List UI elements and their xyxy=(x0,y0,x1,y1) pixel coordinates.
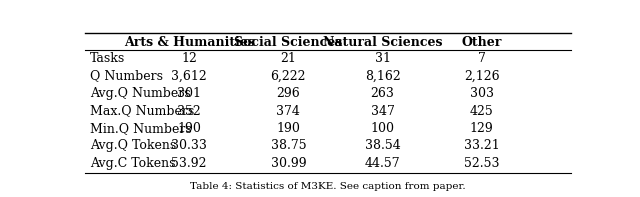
Text: 301: 301 xyxy=(177,87,201,100)
Text: 425: 425 xyxy=(470,105,493,118)
Text: 21: 21 xyxy=(280,52,296,65)
Text: Min.Q Numbers: Min.Q Numbers xyxy=(90,122,191,135)
Text: Avg.Q Tokens: Avg.Q Tokens xyxy=(90,139,176,152)
Text: 44.57: 44.57 xyxy=(365,157,401,170)
Text: 53.92: 53.92 xyxy=(172,157,207,170)
Text: 352: 352 xyxy=(177,105,201,118)
Text: 303: 303 xyxy=(470,87,494,100)
Text: 296: 296 xyxy=(276,87,300,100)
Text: Other: Other xyxy=(461,36,502,49)
Text: Natural Sciences: Natural Sciences xyxy=(323,36,442,49)
Text: 31: 31 xyxy=(374,52,390,65)
Text: 190: 190 xyxy=(177,122,201,135)
Text: 33.21: 33.21 xyxy=(464,139,500,152)
Text: 2,126: 2,126 xyxy=(464,70,500,83)
Text: 38.54: 38.54 xyxy=(365,139,401,152)
Text: 190: 190 xyxy=(276,122,300,135)
Text: 3,612: 3,612 xyxy=(172,70,207,83)
Text: Social Sciences: Social Sciences xyxy=(234,36,342,49)
Text: 374: 374 xyxy=(276,105,300,118)
Text: Q Numbers: Q Numbers xyxy=(90,70,163,83)
Text: Arts & Humanities: Arts & Humanities xyxy=(124,36,255,49)
Text: 100: 100 xyxy=(371,122,394,135)
Text: Tasks: Tasks xyxy=(90,52,125,65)
Text: 30.99: 30.99 xyxy=(271,157,306,170)
Text: 7: 7 xyxy=(478,52,486,65)
Text: Avg.Q Numbers: Avg.Q Numbers xyxy=(90,87,191,100)
Text: 12: 12 xyxy=(181,52,197,65)
Text: 347: 347 xyxy=(371,105,394,118)
Text: 38.75: 38.75 xyxy=(271,139,306,152)
Text: Max.Q Numbers: Max.Q Numbers xyxy=(90,105,194,118)
Text: 6,222: 6,222 xyxy=(271,70,306,83)
Text: 8,162: 8,162 xyxy=(365,70,401,83)
Text: 129: 129 xyxy=(470,122,493,135)
Text: 263: 263 xyxy=(371,87,394,100)
Text: 52.53: 52.53 xyxy=(464,157,499,170)
Text: 30.33: 30.33 xyxy=(171,139,207,152)
Text: Table 4: Statistics of M3KE. See caption from paper.: Table 4: Statistics of M3KE. See caption… xyxy=(190,182,466,191)
Text: Avg.C Tokens: Avg.C Tokens xyxy=(90,157,175,170)
